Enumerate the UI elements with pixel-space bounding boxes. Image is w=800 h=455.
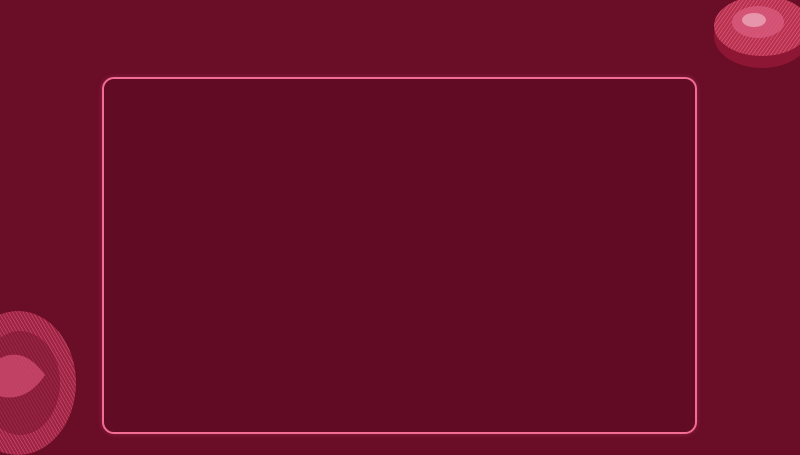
token-coin-icon	[714, 0, 800, 68]
token-coin-icon	[0, 311, 76, 455]
column-header-row	[104, 107, 695, 125]
yield-table-panel	[102, 77, 697, 434]
